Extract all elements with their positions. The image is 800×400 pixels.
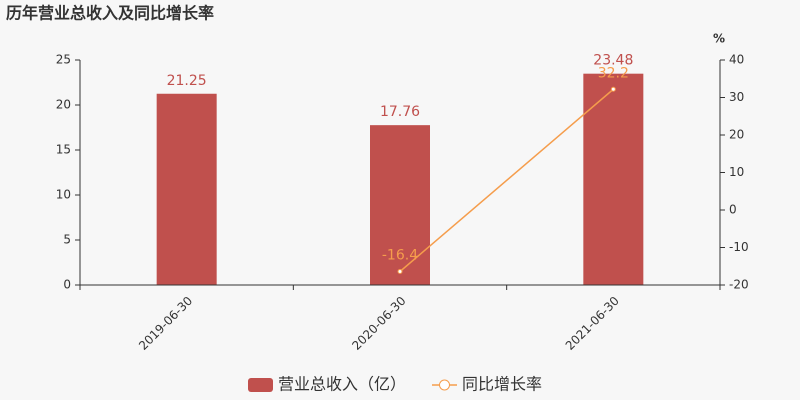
legend-swatch bbox=[248, 378, 273, 392]
legend-swatch-point bbox=[439, 379, 450, 391]
y2-axis-label: % bbox=[713, 32, 725, 46]
line-value-label: 32.2 bbox=[598, 65, 629, 81]
legend-label: 同比增长率 bbox=[462, 375, 542, 394]
y2-tick-label: -10 bbox=[729, 240, 749, 254]
bar bbox=[583, 73, 644, 286]
bar bbox=[370, 125, 430, 285]
y-tick-label: 5 bbox=[63, 233, 71, 247]
y2-tick-label: -20 bbox=[729, 278, 749, 292]
x-tick-label: 2020-06-30 bbox=[349, 294, 408, 353]
y2-tick-label: 10 bbox=[729, 165, 744, 179]
bar-value-label: 17.76 bbox=[380, 104, 420, 120]
line-value-label: -16.4 bbox=[382, 248, 418, 264]
x-tick-label: 2021-06-30 bbox=[563, 294, 622, 353]
legend-label: 营业总收入（亿） bbox=[278, 375, 406, 394]
y-tick-label: 15 bbox=[56, 143, 71, 157]
bar bbox=[156, 93, 217, 285]
y-tick-label: 10 bbox=[56, 188, 71, 202]
y2-tick-label: 40 bbox=[729, 53, 744, 67]
bar-value-label: 23.48 bbox=[593, 53, 633, 69]
x-tick-label: 2019-06-30 bbox=[136, 294, 195, 353]
y-tick-label: 20 bbox=[56, 98, 71, 112]
line-point bbox=[397, 269, 403, 274]
line-point bbox=[610, 86, 616, 92]
line bbox=[399, 88, 614, 273]
chart-title: 历年营业总收入及同比增长率 bbox=[6, 4, 214, 23]
y2-tick-label: 30 bbox=[729, 90, 744, 104]
y-tick-label: 0 bbox=[63, 278, 71, 292]
y2-tick-label: 20 bbox=[729, 128, 744, 142]
y-tick-label: 25 bbox=[56, 53, 71, 67]
y2-tick-label: 0 bbox=[729, 203, 737, 217]
bar-value-label: 21.25 bbox=[167, 73, 207, 89]
